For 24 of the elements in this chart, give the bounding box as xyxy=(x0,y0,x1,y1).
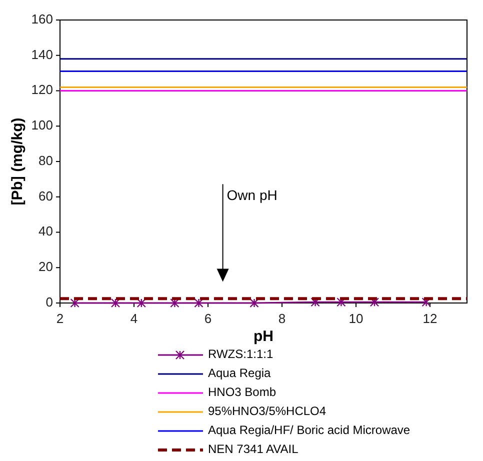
y-tick-label: 0 xyxy=(46,294,53,310)
x-tick-label: 4 xyxy=(130,311,138,326)
legend-label: RWZS:1:1:1 xyxy=(208,347,274,362)
legend-label: HNO3 Bomb xyxy=(208,385,276,400)
x-tick-label: 2 xyxy=(56,311,64,326)
y-tick-label: 140 xyxy=(31,46,53,62)
x-tick-label: 8 xyxy=(278,311,286,326)
y-tick-label: 100 xyxy=(31,118,53,133)
legend-label: 95%HNO3/5%HCLO4 xyxy=(208,404,326,418)
y-tick-label: 60 xyxy=(38,188,53,204)
x-tick-label: 10 xyxy=(348,311,364,326)
x-axis-title: pH xyxy=(254,328,274,345)
y-tick-label: 160 xyxy=(31,11,53,26)
annotation: Own pH xyxy=(226,187,278,204)
legend-label: NEN 7341 AVAIL xyxy=(208,442,299,456)
y-tick-label: 120 xyxy=(31,82,53,98)
x-tick-label: 6 xyxy=(204,311,212,326)
legend-label: Aqua Regia/HF/ Boric acid Microwave xyxy=(208,423,410,438)
y-axis-title: [Pb] (mg/kg) xyxy=(9,118,26,206)
y-tick-label: 20 xyxy=(38,259,53,274)
legend-label: Aqua Regia xyxy=(208,366,272,380)
y-tick-label: 40 xyxy=(38,224,53,239)
y-tick-label: 80 xyxy=(38,152,53,168)
x-tick-label: 12 xyxy=(422,311,438,326)
